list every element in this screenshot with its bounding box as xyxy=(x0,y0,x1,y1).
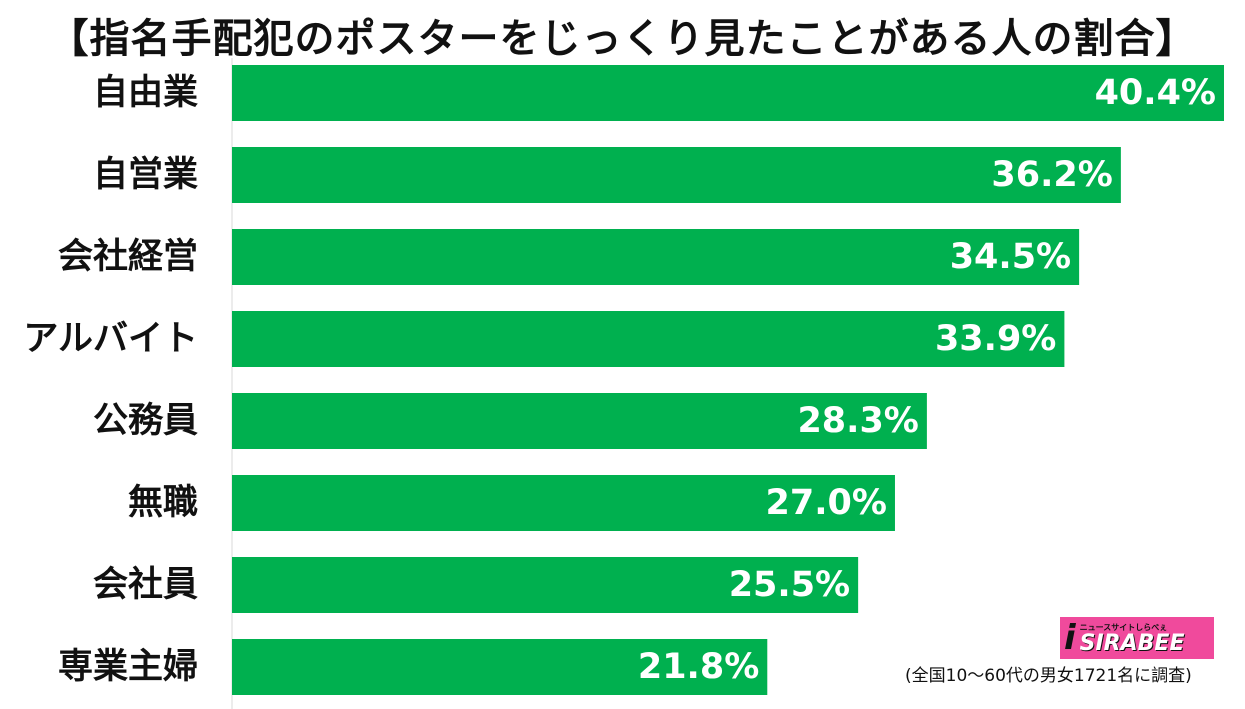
value-label: 25.5% xyxy=(729,565,850,605)
logo-tagline: ニュースサイトしらべぇ xyxy=(1079,622,1168,632)
value-label: 40.4% xyxy=(1095,73,1216,113)
logo-wordmark: SIRABEE xyxy=(1079,630,1185,656)
bar xyxy=(232,475,895,531)
value-label: 28.3% xyxy=(797,401,918,441)
survey-footnote: (全国10～60代の男女1721名に調査) xyxy=(905,666,1192,686)
chart-title: 【指名手配犯のポスターをじっくり見たことがある人の割合】 xyxy=(48,16,1197,62)
bar xyxy=(232,311,1065,367)
bar xyxy=(232,557,859,613)
bar xyxy=(232,393,927,449)
value-label: 21.8% xyxy=(638,647,759,687)
logo-mark-icon: i xyxy=(1064,618,1076,658)
value-label: 27.0% xyxy=(766,483,887,523)
sirabee-logo: i ニュースサイトしらべぇ SIRABEE xyxy=(1060,617,1214,659)
bar xyxy=(232,65,1224,121)
value-label: 34.5% xyxy=(950,237,1071,277)
category-label: 無職 xyxy=(128,483,198,523)
value-label: 36.2% xyxy=(991,155,1112,195)
category-label: 専業主婦 xyxy=(58,647,198,687)
category-label: 自由業 xyxy=(93,73,198,113)
value-label: 33.9% xyxy=(935,319,1056,359)
category-label: 公務員 xyxy=(93,401,198,441)
category-label: アルバイト xyxy=(23,319,198,359)
category-label: 自営業 xyxy=(93,155,198,195)
category-label: 会社経営 xyxy=(58,237,198,277)
bar xyxy=(232,147,1121,203)
category-label: 会社員 xyxy=(93,565,198,605)
bar xyxy=(232,229,1080,285)
bar xyxy=(232,639,768,695)
